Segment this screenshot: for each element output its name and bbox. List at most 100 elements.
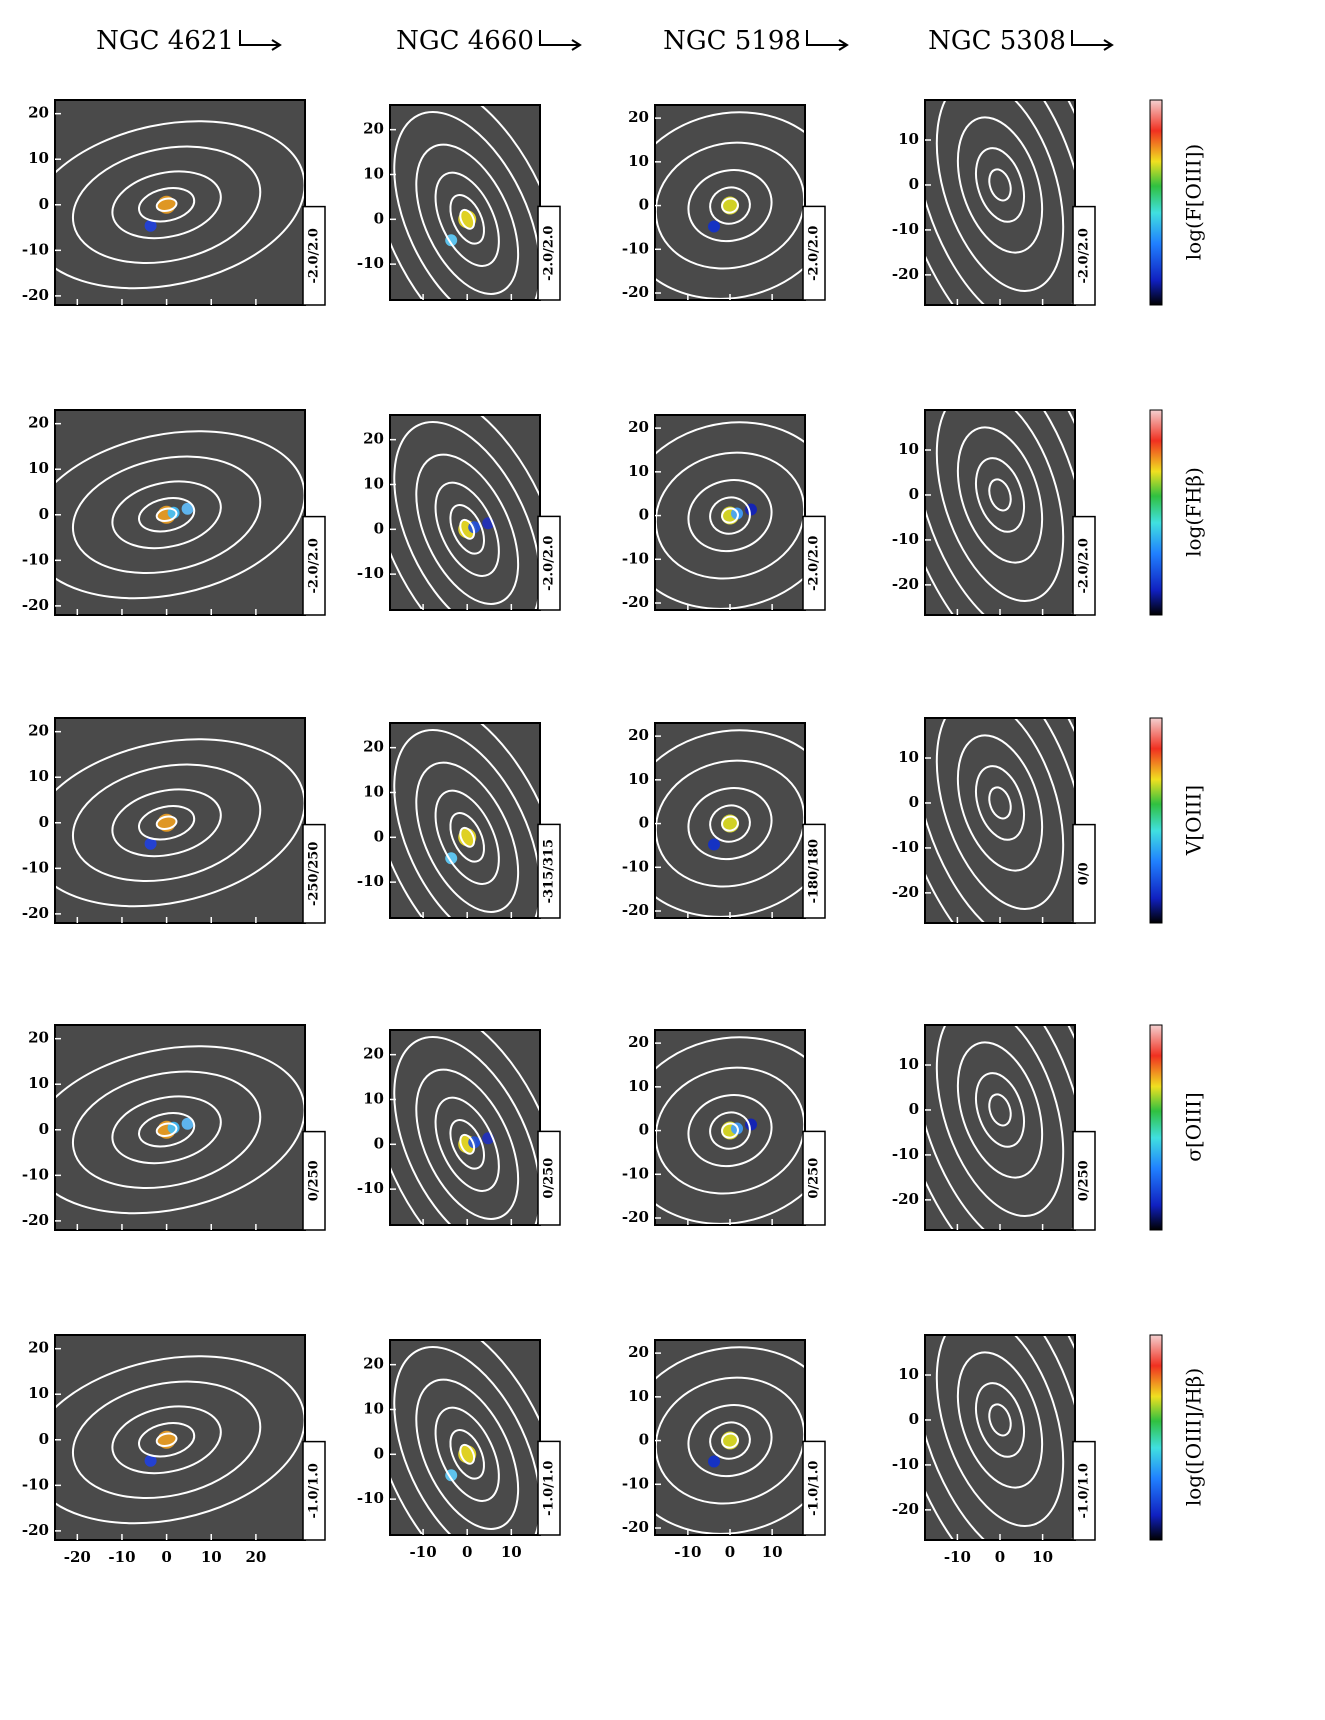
range-label: 0/250	[807, 1158, 822, 1199]
y-tick-label: -10	[622, 239, 649, 257]
isophote	[925, 718, 1075, 923]
y-tick-label: 10	[898, 1055, 919, 1073]
isophote	[925, 100, 1075, 305]
x-tick-label: -10	[108, 1548, 135, 1566]
map-frame	[389, 722, 541, 919]
map	[55, 718, 305, 923]
range-label: -250/250	[307, 842, 322, 906]
isophote	[111, 480, 222, 550]
range-box	[802, 1440, 826, 1536]
galaxy-name: NGC 5308	[928, 26, 1066, 56]
isophote	[138, 805, 196, 841]
colorbar	[1149, 717, 1163, 924]
isophote	[988, 786, 1012, 820]
map	[925, 100, 1075, 305]
y-tick-label: -20	[892, 575, 919, 593]
range-box	[1072, 515, 1096, 616]
colorbar-label: log([OIII]/Hβ)	[1182, 1368, 1206, 1506]
y-tick-label: -10	[622, 857, 649, 875]
y-tick-label: 20	[628, 1343, 649, 1361]
isophote	[988, 478, 1012, 512]
isophote	[71, 763, 262, 883]
isophote	[956, 116, 1044, 254]
y-tick-label: 0	[39, 1120, 49, 1138]
x-tick-label: -10	[674, 1543, 701, 1561]
isophote	[709, 186, 751, 225]
y-tick-label: 0	[639, 506, 649, 524]
y-tick-label: 20	[28, 1339, 49, 1357]
isophote	[155, 1432, 178, 1448]
isophote	[415, 1068, 520, 1220]
range-label: -1.0/1.0	[542, 1461, 557, 1516]
emission-blob	[708, 1455, 720, 1468]
isophote	[155, 507, 178, 523]
y-tick-label: 10	[28, 1074, 49, 1092]
range-box	[802, 1130, 826, 1226]
orientation-arrow	[806, 30, 849, 51]
emission-blob	[144, 837, 157, 850]
range-label: 0/0	[1077, 862, 1092, 885]
y-tick-label: -10	[357, 1489, 384, 1507]
y-tick-label: 0	[39, 813, 49, 831]
range-label: -2.0/2.0	[1077, 538, 1092, 593]
colorbar-label: log(F[OIII])	[1182, 144, 1206, 260]
map	[55, 410, 305, 615]
range-box	[802, 205, 826, 301]
isophote	[71, 1070, 262, 1190]
range-label: -1.0/1.0	[807, 1461, 822, 1516]
emission-blob	[708, 220, 720, 233]
y-tick-label: -20	[622, 901, 649, 919]
y-tick-label: 10	[28, 459, 49, 477]
y-tick-label: -10	[22, 240, 49, 258]
isophote	[449, 1119, 485, 1170]
y-tick-label: 20	[628, 418, 649, 436]
range-label: -2.0/2.0	[542, 536, 557, 591]
colorbar-label: σ[OIII]	[1182, 1092, 1206, 1161]
y-tick-label: 10	[628, 1387, 649, 1405]
isophote	[393, 111, 540, 300]
isophote	[71, 1380, 262, 1500]
range-label: -2.0/2.0	[807, 226, 822, 281]
isophote	[975, 147, 1025, 223]
y-tick-label: 0	[639, 1431, 649, 1449]
range-box	[302, 205, 326, 306]
range-label: -2.0/2.0	[1077, 228, 1092, 283]
isophote	[709, 1421, 751, 1460]
isophote	[55, 738, 305, 908]
y-tick-label: 20	[28, 414, 49, 432]
y-tick-label: 20	[363, 430, 384, 448]
isophote	[988, 1093, 1012, 1127]
isophote	[434, 1406, 500, 1502]
y-tick-label: 0	[909, 1410, 919, 1428]
y-tick-label: 0	[374, 519, 384, 537]
isophote	[55, 430, 305, 600]
y-tick-label: 20	[363, 738, 384, 756]
range-label: -2.0/2.0	[307, 538, 322, 593]
x-tick-label: 20	[245, 1548, 266, 1566]
y-tick-label: 20	[628, 726, 649, 744]
y-tick-label: -20	[622, 1518, 649, 1536]
range-box	[537, 823, 561, 919]
emission-blob	[144, 1454, 157, 1467]
range-label: -2.0/2.0	[542, 226, 557, 281]
y-tick-label: 10	[628, 770, 649, 788]
range-box	[1072, 1130, 1096, 1231]
y-tick-label: 0	[39, 195, 49, 213]
y-tick-label: -10	[22, 1165, 49, 1183]
y-tick-label: 0	[639, 1121, 649, 1139]
y-tick-label: -10	[22, 1475, 49, 1493]
range-box	[537, 515, 561, 611]
y-tick-label: 10	[28, 1384, 49, 1402]
y-tick-label: 0	[39, 1430, 49, 1448]
isophote	[459, 518, 476, 540]
emission-blob	[144, 219, 157, 232]
range-box	[302, 823, 326, 924]
isophote	[925, 1335, 1075, 1540]
isophote	[393, 729, 540, 918]
map-bg	[925, 1025, 1075, 1230]
isophote	[655, 421, 805, 610]
isophote	[449, 504, 485, 555]
y-tick-label: 0	[39, 505, 49, 523]
isophote	[155, 815, 178, 831]
range-box	[802, 515, 826, 611]
